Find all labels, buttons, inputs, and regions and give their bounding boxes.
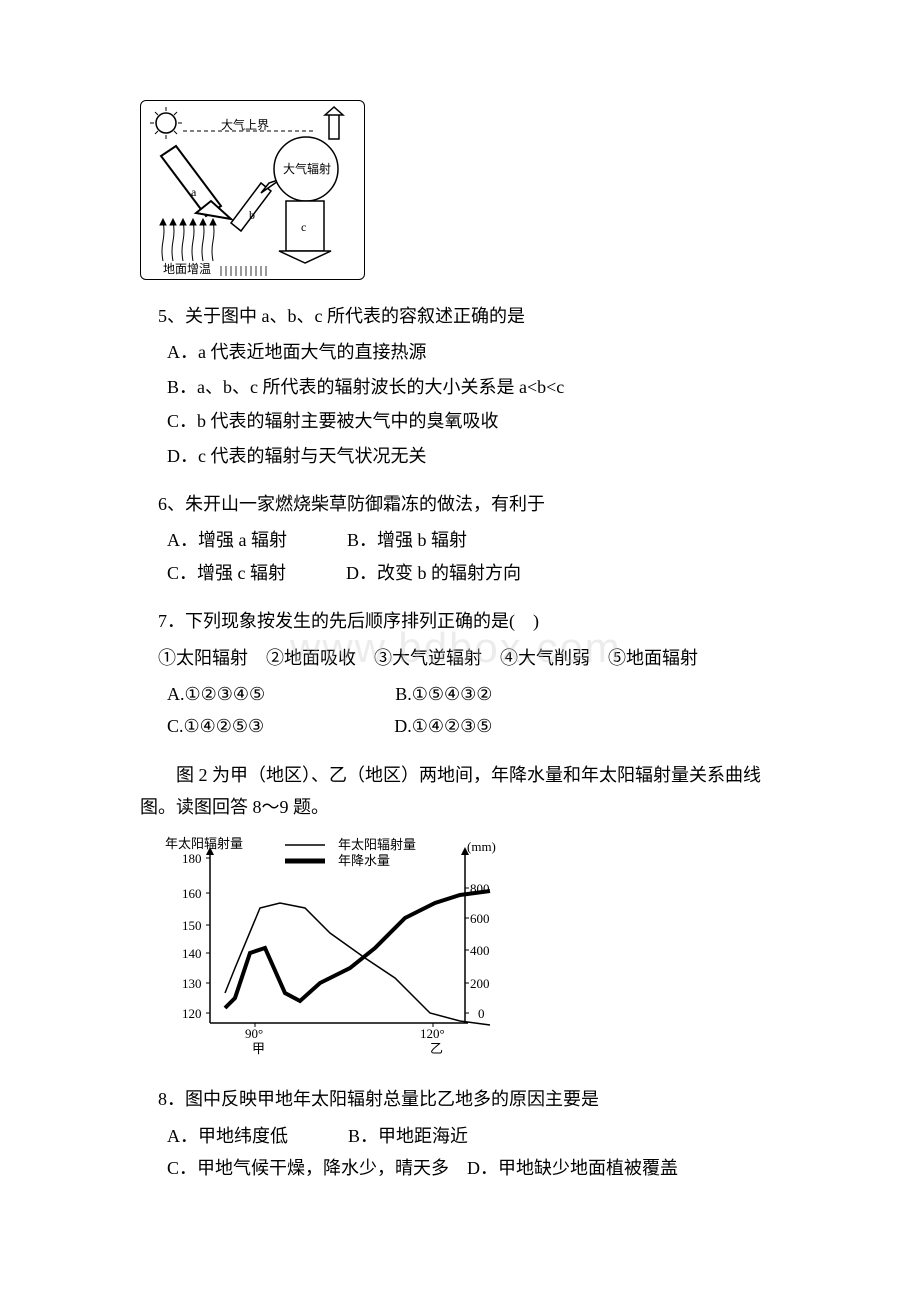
q7-items: ①太阳辐射 ②地面吸收 ③大气逆辐射 ④大气削弱 ⑤地面辐射	[140, 642, 780, 674]
q8-opt-b: B．甲地距海近	[348, 1120, 468, 1152]
x-90: 90°	[245, 1026, 263, 1041]
x-jia: 甲	[252, 1041, 265, 1056]
question-5: 5、关于图中 a、b、c 所代表的容叙述正确的是 A．a 代表近地面大气的直接热…	[140, 300, 780, 472]
y-left-120: 120	[182, 1006, 202, 1021]
q7-opt-b: B.①⑤④③②	[395, 678, 492, 710]
y-right-label: (mm)	[467, 839, 496, 854]
q6-opt-a: A．增强 a 辐射	[167, 524, 287, 556]
question-6: 6、朱开山一家燃烧柴草防御霜冻的做法，有利于 A．增强 a 辐射 B．增强 b …	[140, 488, 780, 589]
y-right-400: 400	[470, 943, 490, 958]
arrow-c-label: c	[301, 220, 306, 234]
q5-opt-c: C．b 代表的辐射主要被大气中的臭氧吸收	[167, 405, 780, 437]
q6-opt-c: C．增强 c 辐射	[167, 557, 286, 589]
arrow-b-label: b	[249, 208, 255, 222]
arrow-a-label: a	[191, 185, 197, 199]
q7-opt-c: C.①④②⑤③	[167, 710, 264, 742]
x-120: 120°	[420, 1026, 445, 1041]
q6-opt-d: D．改变 b 的辐射方向	[346, 557, 521, 589]
y-right-600: 600	[470, 911, 490, 926]
q6-opt-b: B．增强 b 辐射	[347, 524, 467, 556]
q5-text: 5、关于图中 a、b、c 所代表的容叙述正确的是	[140, 300, 780, 332]
question-8: 8．图中反映甲地年太阳辐射总量比乙地多的原因主要是 A．甲地纬度低 B．甲地距海…	[140, 1083, 780, 1184]
y-left-150: 150	[182, 918, 202, 933]
diagram2-svg: 年太阳辐射量 180 160 150 140 130 120 (mm) 800 …	[160, 833, 505, 1068]
y-right-200: 200	[470, 976, 490, 991]
x-yi: 乙	[430, 1041, 443, 1056]
y-left-180: 180	[182, 851, 202, 866]
q7-opt-a: A.①②③④⑤	[167, 678, 265, 710]
q7-opt-d: D.①④②③⑤	[394, 710, 492, 742]
q5-opt-d: D．c 代表的辐射与天气状况无关	[167, 440, 780, 472]
y-right-0: 0	[478, 1006, 485, 1021]
legend-precip: 年降水量	[338, 853, 390, 868]
atmosphere-radiation-label: 大气辐射	[283, 161, 331, 176]
y-left-label: 年太阳辐射量	[165, 836, 243, 851]
intro-8-9: 图 2 为甲（地区）、乙（地区）两地间，年降水量和年太阳辐射量关系曲线图。读图回…	[140, 759, 780, 824]
diagram1-container: 大气上界 a	[140, 100, 780, 280]
question-7: 7．下列现象按发生的先后顺序排列正确的是( ) ①太阳辐射 ②地面吸收 ③大气逆…	[140, 605, 780, 743]
q5-opt-b: B．a、b、c 所代表的辐射波长的大小关系是 a<b<c	[167, 371, 780, 403]
q8-opt-d: D．甲地缺少地面植被覆盖	[467, 1152, 678, 1184]
y-left-140: 140	[182, 946, 202, 961]
legend-solar: 年太阳辐射量	[338, 837, 416, 852]
ground-warming-label: 地面增温	[163, 262, 211, 276]
atmosphere-boundary-label: 大气上界	[221, 117, 269, 132]
q8-text: 8．图中反映甲地年太阳辐射总量比乙地多的原因主要是	[140, 1083, 780, 1115]
q6-text: 6、朱开山一家燃烧柴草防御霜冻的做法，有利于	[140, 488, 780, 520]
precip-line	[225, 891, 490, 1008]
diagram1-svg: 大气上界 a	[141, 101, 366, 281]
q8-opt-a: A．甲地纬度低	[167, 1120, 288, 1152]
solar-precip-chart: 年太阳辐射量 180 160 150 140 130 120 (mm) 800 …	[160, 833, 505, 1068]
q8-opt-c: C．甲地气候干燥，降水少，晴天多	[167, 1152, 449, 1184]
y-left-160: 160	[182, 886, 202, 901]
q5-opt-a: A．a 代表近地面大气的直接热源	[167, 336, 780, 368]
q7-text: 7．下列现象按发生的先后顺序排列正确的是( )	[140, 605, 780, 637]
atmosphere-diagram: 大气上界 a	[140, 100, 365, 280]
y-left-130: 130	[182, 976, 202, 991]
